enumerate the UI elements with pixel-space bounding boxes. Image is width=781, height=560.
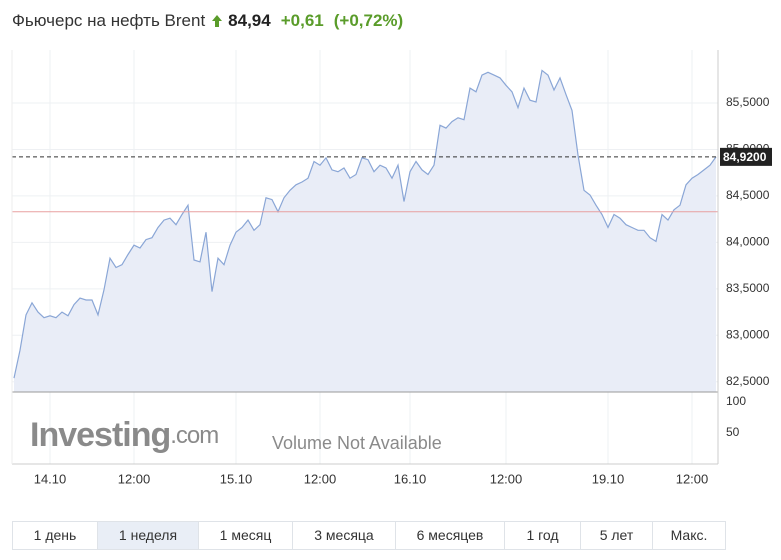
x-tick-label: 15.10 — [220, 471, 253, 486]
watermark-suffix: .com — [170, 422, 218, 449]
change-pct: (+0,72%) — [333, 11, 404, 30]
change: +0,61 — [280, 11, 324, 30]
range-button[interactable]: 1 месяц — [199, 522, 293, 549]
y-tick-label: 83,5000 — [726, 281, 770, 295]
volume-tick-label: 50 — [726, 425, 740, 439]
last-price-label: 84,9200 — [723, 150, 767, 164]
last-price-box — [720, 147, 772, 166]
range-tabs: 1 день 1 неделя 1 месяц 3 месяца 6 месяцев 1 … — [12, 521, 726, 550]
range-button[interactable]: 5 лет — [581, 522, 653, 549]
x-tick-label: 16.10 — [394, 471, 427, 486]
y-tick-label: 82,5000 — [726, 374, 770, 388]
range-button[interactable]: 1 год — [505, 522, 581, 549]
x-tick-label: 12:00 — [304, 471, 337, 486]
range-button[interactable]: 1 день — [13, 522, 98, 549]
price-line — [13, 69, 717, 379]
y-tick-label: 85,5000 — [726, 95, 770, 109]
x-tick-label: 12:00 — [118, 471, 151, 486]
x-tick-label: 19.10 — [592, 471, 625, 486]
range-button[interactable]: 1 неделя — [98, 522, 199, 549]
header: Фьючерс на нефть Brent 84,94 +0,61 (+0,7… — [12, 11, 403, 31]
up-arrow — [212, 15, 223, 27]
y-tick-label: 84,5000 — [726, 188, 770, 202]
volume-note: Volume Not Available — [272, 433, 442, 453]
title: Фьючерс на нефть Brent — [12, 11, 206, 30]
range-button[interactable]: Макс. — [670, 527, 708, 543]
range-button[interactable]: 3 месяца — [293, 522, 396, 549]
watermark: Investing.com — [30, 416, 218, 454]
watermark-main: Investing — [30, 416, 170, 454]
x-tick-label: 12:00 — [490, 471, 523, 486]
volume-tick-label: 100 — [726, 394, 746, 408]
x-tick-label: 12:00 — [676, 471, 709, 486]
range-button[interactable]: 6 месяцев — [396, 522, 505, 549]
y-tick-label: 84,0000 — [726, 235, 770, 249]
price: 84,94 — [228, 11, 271, 30]
x-tick-label: 14.10 — [34, 471, 67, 486]
area-fill — [14, 70, 716, 393]
y-tick-label: 83,0000 — [726, 327, 770, 341]
chart: 82,500083,000083,500084,000084,500085,00… — [11, 50, 772, 486]
